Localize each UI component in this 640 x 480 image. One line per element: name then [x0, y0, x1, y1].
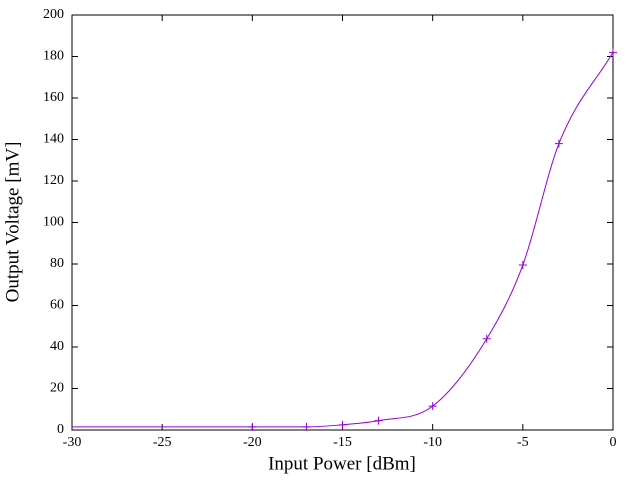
point-marker — [248, 422, 257, 431]
y-tick-label: 20 — [50, 381, 64, 396]
x-axis-label: Input Power [dBm] — [268, 453, 416, 474]
y-tick-label: 100 — [43, 215, 64, 230]
point-marker — [374, 416, 383, 425]
data-line — [72, 52, 614, 428]
plot-border — [71, 14, 614, 431]
y-tick-label: 60 — [50, 298, 64, 313]
y-tick-label: 180 — [43, 49, 64, 64]
x-tick-label: -5 — [517, 435, 529, 450]
y-tick-label: 80 — [50, 256, 64, 271]
point-marker — [302, 422, 311, 431]
y-tick-label: 200 — [43, 7, 64, 22]
x-tick-label: 0 — [610, 435, 617, 450]
x-tick-label: -25 — [153, 435, 172, 450]
y-tick-label: 140 — [43, 132, 64, 147]
x-tick-label: -10 — [423, 435, 442, 450]
y-tick-label: 160 — [43, 90, 64, 105]
point-marker — [338, 420, 347, 429]
y-axis-label: Output Voltage [mV] — [2, 142, 23, 303]
x-tick-label: -20 — [243, 435, 262, 450]
point-marker — [554, 139, 563, 148]
y-tick-label: 40 — [50, 339, 64, 354]
point-marker — [482, 334, 491, 343]
point-marker — [609, 48, 617, 57]
x-tick-label: -30 — [63, 435, 82, 450]
point-marker — [518, 261, 527, 270]
x-tick-label: -15 — [333, 435, 352, 450]
y-tick-label: 0 — [57, 422, 64, 437]
y-tick-label: 120 — [43, 173, 64, 188]
point-marker — [428, 402, 437, 411]
